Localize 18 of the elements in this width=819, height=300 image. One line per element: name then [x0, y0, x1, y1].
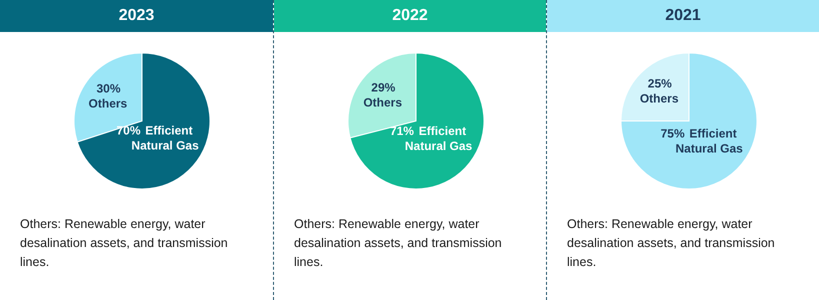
- pie-slice: [76, 52, 210, 190]
- data-label: 70%: [116, 123, 140, 138]
- pie-slice: [349, 52, 484, 190]
- pie-slice: [620, 52, 757, 190]
- text: Others: Renewable energy, water desalination assets, and transmission lines.: [567, 216, 776, 271]
- data-label: 75%: [660, 126, 684, 141]
- slice-label: Others: [639, 92, 678, 106]
- text: Others: Renewable energy, water desalination assets, and transmission lines.: [20, 216, 229, 271]
- chart-title: 2023: [0, 0, 273, 32]
- data-label: 29%: [370, 80, 396, 95]
- slice-label: Others: [362, 96, 402, 110]
- data-label: 30%: [96, 82, 120, 96]
- chart-title: 2021: [547, 0, 819, 32]
- data-label: 71%: [389, 124, 414, 138]
- text: Others: Renewable energy, water desalination assets, and transmission lines.: [294, 216, 503, 271]
- chart-title: 2022: [274, 0, 546, 32]
- slice-label: Others: [88, 96, 128, 111]
- data-label: 25%: [647, 76, 672, 91]
